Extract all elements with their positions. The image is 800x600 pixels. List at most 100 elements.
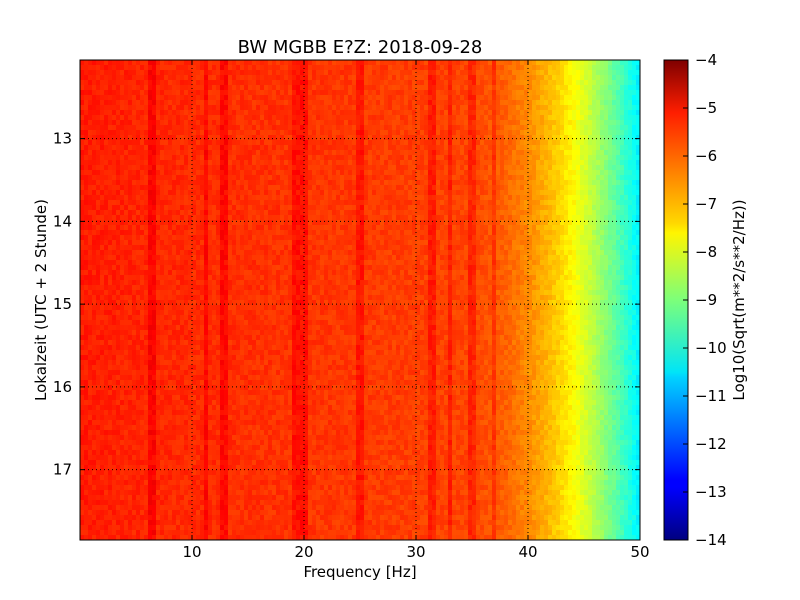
heatmap-cell [388,195,393,201]
heatmap-cell [456,215,461,221]
heatmap-cell [540,210,545,216]
heatmap-cell [620,115,625,121]
heatmap-cell [96,85,101,91]
heatmap-cell [280,70,285,76]
heatmap-cell [388,60,393,66]
heatmap-cell [188,225,193,231]
heatmap-cell [236,195,241,201]
heatmap-cell [440,230,445,236]
heatmap-cell [192,90,197,96]
heatmap-cell [512,140,517,146]
heatmap-cell [152,125,157,131]
heatmap-cell [400,75,405,81]
heatmap-cell [460,160,465,166]
heatmap-cell [260,105,265,111]
heatmap-cell [496,205,501,211]
heatmap-cell [636,110,640,116]
heatmap-cell [420,195,425,201]
heatmap-cell [140,110,145,116]
heatmap-cell [452,135,457,141]
heatmap-cell [392,135,397,141]
heatmap-cell [244,195,249,201]
heatmap-cell [368,185,373,191]
heatmap-cell [360,120,365,126]
heatmap-cell [132,185,137,191]
heatmap-cell [88,155,93,161]
heatmap-cell [296,215,301,221]
heatmap-cell [560,140,565,146]
heatmap-cell [124,200,129,206]
heatmap-cell [128,170,133,176]
heatmap-cell [168,80,173,86]
heatmap-cell [532,85,537,91]
heatmap-cell [448,170,453,176]
heatmap-cell [228,110,233,116]
heatmap-cell [296,160,301,166]
heatmap-cell [412,235,417,241]
heatmap-cell [420,215,425,221]
heatmap-cell [540,150,545,156]
heatmap-cell [616,220,621,226]
heatmap-cell [328,175,333,181]
heatmap-cell [440,205,445,211]
heatmap-cell [380,145,385,151]
heatmap-cell [564,185,569,191]
heatmap-cell [212,70,217,76]
heatmap-cell [468,200,473,206]
heatmap-cell [424,60,429,66]
heatmap-cell [196,70,201,76]
heatmap-cell [284,230,289,236]
heatmap-cell [332,190,337,196]
heatmap-cell [404,150,409,156]
heatmap-cell [232,205,237,211]
heatmap-cell [284,170,289,176]
heatmap-cell [252,220,257,226]
heatmap-cell [320,135,325,141]
heatmap-cell [116,225,121,231]
heatmap-cell [92,200,97,206]
heatmap-cell [520,90,525,96]
heatmap-cell [468,195,473,201]
heatmap-cell [496,75,501,81]
heatmap-cell [280,145,285,151]
heatmap-cell [188,175,193,181]
heatmap-cell [236,190,241,196]
heatmap-cell [452,190,457,196]
heatmap-cell [444,180,449,186]
heatmap-cell [264,145,269,151]
heatmap-cell [340,160,345,166]
heatmap-cell [544,70,549,76]
heatmap-cell [504,110,509,116]
heatmap-cell [372,150,377,156]
heatmap-cell [328,105,333,111]
heatmap-cell [288,180,293,186]
heatmap-cell [212,210,217,216]
heatmap-cell [240,95,245,101]
heatmap-cell [308,225,313,231]
heatmap-cell [484,180,489,186]
heatmap-cell [380,130,385,136]
heatmap-cell [256,95,261,101]
heatmap-cell [424,120,429,126]
heatmap-cell [560,190,565,196]
heatmap-cell [144,190,149,196]
heatmap-cell [520,150,525,156]
heatmap-cell [572,160,577,166]
heatmap-cell [276,135,281,141]
heatmap-cell [300,120,305,126]
heatmap-cell [484,60,489,66]
heatmap-cell [288,205,293,211]
heatmap-cell [304,75,309,81]
heatmap-cell [440,155,445,161]
heatmap-cell [176,65,181,71]
heatmap-cell [624,130,629,136]
heatmap-cell [412,190,417,196]
heatmap-cell [144,160,149,166]
heatmap-cell [448,90,453,96]
heatmap-cell [108,115,113,121]
heatmap-cell [116,185,121,191]
heatmap-cell [180,135,185,141]
heatmap-cell [200,165,205,171]
heatmap-cell [400,130,405,136]
heatmap-cell [268,220,273,226]
